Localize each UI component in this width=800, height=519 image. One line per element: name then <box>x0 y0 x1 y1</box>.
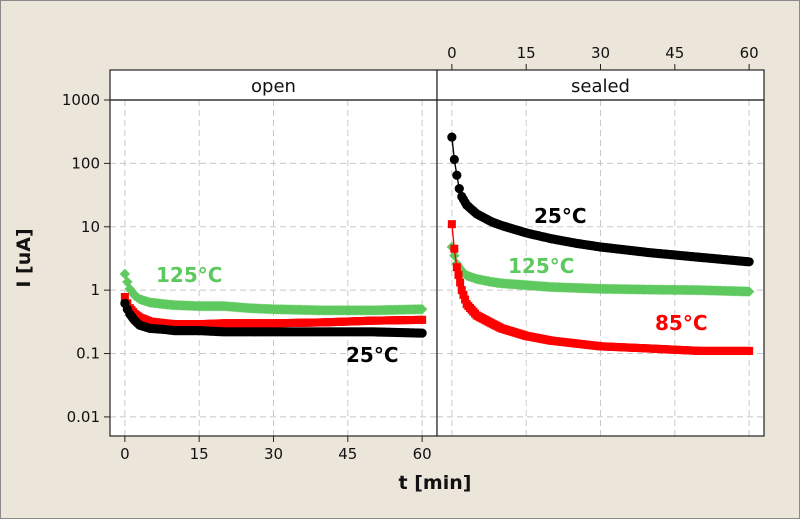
series-sealed-85C <box>447 220 754 355</box>
y-tick-label: 1000 <box>62 91 100 109</box>
strip-label-sealed: sealed <box>571 76 630 97</box>
x-tick-label-top: 0 <box>447 44 457 62</box>
data-point-25C <box>452 170 462 180</box>
x-tick-label-top: 60 <box>740 44 759 62</box>
series-label-sealed-125C: 125°C <box>508 254 574 278</box>
data-point-25C <box>449 154 459 165</box>
series-sealed-25C <box>447 132 754 267</box>
y-tick-label: 0.1 <box>76 345 100 363</box>
series-label-sealed-25C: 25°C <box>534 204 587 228</box>
data-point-125C <box>416 304 428 315</box>
data-point-25C <box>454 184 464 194</box>
x-tick-label-bottom: 45 <box>338 445 357 463</box>
series-label-open-125C: 125°C <box>156 263 222 287</box>
data-point-85C <box>459 290 468 299</box>
y-axis-title: I [uA] <box>13 228 35 287</box>
data-point-85C <box>418 315 427 324</box>
x-axis-title: t [min] <box>399 472 472 494</box>
x-tick-label-top: 45 <box>665 44 684 62</box>
data-point-125C <box>119 268 131 280</box>
series-label-sealed-85C: 85°C <box>655 311 708 335</box>
strip-label-open: open <box>251 76 296 97</box>
x-tick-label-bottom: 0 <box>120 445 130 463</box>
series-open-125C <box>119 268 428 316</box>
y-tick-label: 0.01 <box>67 408 100 426</box>
x-tick-label-bottom: 15 <box>190 445 209 463</box>
data-point-25C <box>447 132 457 142</box>
x-tick-label-bottom: 30 <box>264 445 283 463</box>
data-point-85C <box>457 286 466 295</box>
series-sealed-125C <box>446 241 755 297</box>
data-point-25C <box>417 328 427 338</box>
y-tick-label: 100 <box>71 154 100 172</box>
x-tick-label-top: 30 <box>591 44 610 62</box>
series-open-25C <box>120 298 427 338</box>
data-point-85C <box>745 346 754 355</box>
data-point-85C <box>452 263 461 272</box>
data-point-85C <box>120 292 129 301</box>
x-tick-label-bottom: 60 <box>413 445 432 463</box>
x-tick-label-top: 15 <box>517 44 536 62</box>
data-point-85C <box>450 244 459 253</box>
y-tick-label: 10 <box>81 218 100 236</box>
y-tick-label: 1 <box>90 281 100 299</box>
data-point-85C <box>461 295 470 304</box>
data-point-85C <box>447 220 456 229</box>
data-point-25C <box>744 257 754 267</box>
data-point-85C <box>456 278 465 287</box>
series-label-open-25C: 25°C <box>346 343 399 367</box>
data-point-85C <box>454 270 463 279</box>
data-point-125C <box>449 250 460 261</box>
plot-border-sealed <box>436 99 765 437</box>
data-point-125C <box>743 286 755 297</box>
